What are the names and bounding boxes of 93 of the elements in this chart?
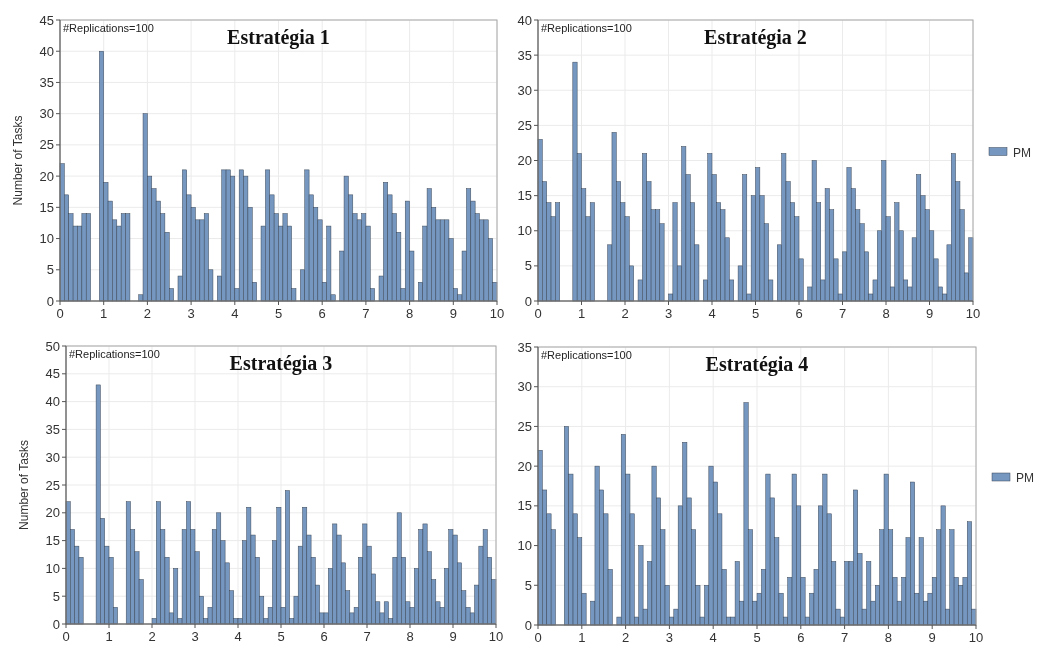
y-tick-label: 30: [517, 82, 532, 98]
x-tick-label: 10: [489, 306, 505, 321]
x-tick-label: 2: [621, 630, 630, 645]
x-tick-label: 1: [578, 630, 586, 645]
legend-label: PM: [1016, 471, 1034, 486]
y-tick-label: 15: [39, 199, 54, 215]
x-tick-label: 7: [838, 306, 847, 321]
x-tick-label: 9: [928, 630, 936, 645]
y-tick-label: 25: [45, 477, 60, 493]
y-tick-label: 20: [517, 153, 532, 169]
x-tick-label: 5: [277, 629, 285, 644]
y-tick-label: 45: [45, 366, 60, 382]
y-tick-label: 20: [517, 458, 532, 474]
x-tick-label: 6: [795, 306, 803, 321]
x-tick-label: 10: [488, 629, 504, 644]
y-tick-label: 30: [39, 106, 54, 122]
y-tick-label: 25: [517, 117, 532, 133]
y-tick-label: 10: [517, 538, 532, 554]
x-tick-label: 8: [405, 306, 414, 321]
y-tick-label: 10: [45, 560, 60, 576]
y-tick-label: 5: [524, 258, 532, 274]
x-tick-label: 5: [274, 306, 283, 321]
x-tick-label: 3: [665, 630, 674, 645]
x-tick-label: 7: [840, 630, 849, 645]
x-tick-label: 1: [105, 629, 113, 644]
x-tick-label: 6: [318, 306, 326, 321]
chart-title: Estratégia 3: [229, 352, 333, 375]
x-tick-label: 0: [534, 630, 542, 645]
y-tick-label: 20: [45, 505, 60, 521]
y-tick-label: 35: [517, 339, 532, 355]
x-tick-label: 0: [534, 306, 542, 321]
annotation: #Replications=100: [69, 348, 160, 360]
x-tick-label: 10: [968, 630, 984, 645]
x-tick-label: 3: [664, 306, 673, 321]
x-tick-label: 1: [577, 306, 586, 321]
x-tick-label: 8: [406, 629, 414, 644]
x-tick-label: 3: [191, 629, 199, 644]
y-tick-label: 10: [39, 231, 54, 247]
x-tick-label: 10: [965, 306, 981, 321]
y-tick-label: 15: [517, 188, 532, 204]
y-tick-label: 0: [524, 617, 532, 633]
x-tick-label: 8: [882, 306, 890, 321]
x-tick-label: 0: [62, 629, 70, 644]
y-tick-label: 15: [517, 498, 532, 514]
chart-title: Estratégia 4: [705, 353, 809, 376]
annotation: #Replications=100: [63, 22, 154, 34]
y-tick-label: 0: [52, 616, 60, 632]
x-tick-label: 3: [187, 306, 195, 321]
x-tick-label: 2: [143, 306, 152, 321]
y-axis-title: Number of Tasks: [11, 115, 25, 206]
legend-label: PM: [1013, 145, 1031, 160]
y-tick-label: 30: [45, 449, 60, 465]
x-tick-label: 4: [234, 629, 242, 644]
x-tick-label: 6: [320, 629, 328, 644]
chart-title: Estratégia 1: [227, 26, 330, 49]
x-tick-label: 7: [362, 306, 370, 321]
x-tick-label: 6: [797, 630, 805, 645]
y-tick-label: 5: [46, 262, 54, 278]
y-tick-label: 40: [517, 12, 532, 28]
annotation: #Replications=100: [541, 22, 632, 34]
y-tick-label: 15: [45, 533, 60, 549]
y-tick-label: 35: [45, 421, 60, 437]
x-tick-label: 8: [884, 630, 893, 645]
x-tick-label: 9: [449, 306, 457, 321]
y-tick-label: 10: [517, 223, 532, 239]
y-tick-label: 25: [39, 137, 54, 153]
x-tick-label: 2: [148, 629, 156, 644]
x-tick-label: 4: [709, 630, 717, 645]
x-tick-label: 5: [751, 306, 760, 321]
x-tick-label: 4: [708, 306, 716, 321]
y-tick-label: 5: [524, 577, 532, 593]
y-tick-label: 25: [517, 418, 532, 434]
y-tick-label: 45: [39, 12, 54, 28]
x-tick-label: 9: [449, 629, 457, 644]
x-tick-label: 9: [925, 306, 934, 321]
chart-title: Estratégia 2: [704, 26, 807, 49]
y-tick-label: 30: [517, 379, 532, 395]
annotation: #Replications=100: [541, 349, 632, 361]
y-tick-label: 0: [46, 293, 54, 309]
x-tick-label: 5: [753, 630, 761, 645]
x-tick-label: 2: [621, 306, 629, 321]
x-tick-label: 7: [363, 629, 371, 644]
y-tick-label: 35: [517, 47, 532, 63]
y-tick-label: 35: [39, 74, 54, 90]
y-tick-label: 5: [52, 588, 60, 604]
y-axis-title: Number of Tasks: [17, 440, 31, 530]
y-tick-label: 40: [45, 394, 60, 410]
x-tick-label: 1: [100, 306, 108, 321]
y-tick-label: 50: [45, 338, 60, 354]
x-tick-label: 4: [231, 306, 239, 321]
y-tick-label: 40: [39, 43, 54, 59]
y-tick-label: 0: [524, 293, 532, 309]
y-tick-label: 20: [39, 168, 54, 184]
